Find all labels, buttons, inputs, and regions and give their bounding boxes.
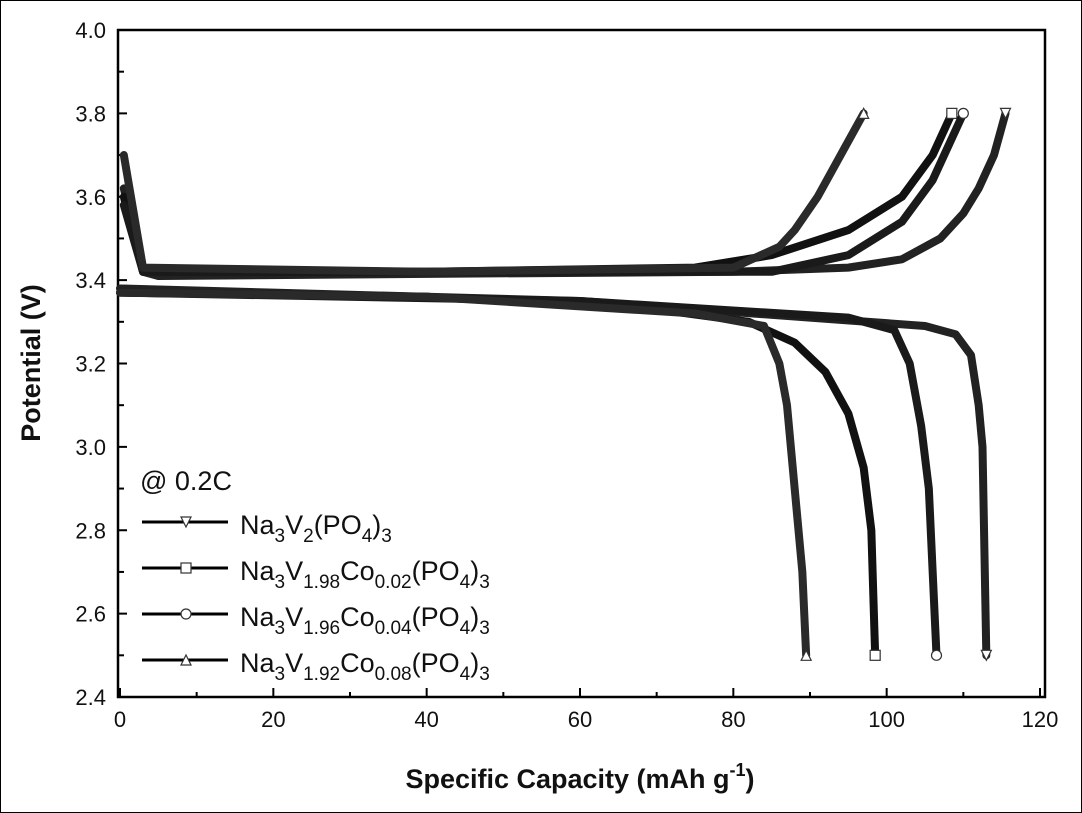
y-tick-label: 3.8 xyxy=(75,101,106,126)
legend-label-part: 3 xyxy=(275,664,286,685)
legend-label-part: Co xyxy=(340,648,375,678)
x-tick-label: 60 xyxy=(568,707,592,732)
legend-label-part: Co xyxy=(340,602,375,632)
y-tick-label: 2.4 xyxy=(75,685,106,710)
curve-end-marker xyxy=(857,107,870,119)
y-axis-label: Potential (V) xyxy=(16,284,46,442)
legend-label-part: ) xyxy=(372,510,381,540)
y-tick-label: 2.8 xyxy=(75,518,106,543)
legend-label: Na3V2(PO4)3 xyxy=(240,510,392,547)
x-tick-label: 40 xyxy=(414,707,438,732)
curve-discharge-3 xyxy=(116,288,811,660)
legend-label-part: ) xyxy=(470,556,479,586)
curve-charge-3 xyxy=(119,109,868,276)
legend-label-part: V xyxy=(285,510,303,540)
x-label-superscript: -1 xyxy=(730,760,746,780)
curve-charge-2 xyxy=(119,109,968,276)
legend-label: Na3V1.98Co0.02(PO4)3 xyxy=(240,556,490,593)
legend-label-part: Co xyxy=(340,556,375,586)
legend-label-part: 4 xyxy=(362,526,373,547)
curve-discharge-2 xyxy=(116,288,941,660)
legend-label-part: 3 xyxy=(275,526,286,547)
legend-label-part: 1.98 xyxy=(303,572,340,593)
legend-label-part: V xyxy=(285,602,303,632)
y-tick-label: 3.0 xyxy=(75,435,106,460)
legend-label-part: 0.02 xyxy=(375,572,412,593)
curve-end-marker xyxy=(957,107,969,119)
legend-marker xyxy=(180,608,192,620)
y-tick-label: 3.6 xyxy=(75,185,106,210)
legend-label-part: 3 xyxy=(479,618,490,639)
curve-discharge-0 xyxy=(116,284,991,660)
legend-label-part: Na xyxy=(240,648,275,678)
legend-label-part: 3 xyxy=(275,618,286,639)
legend-label-part: 3 xyxy=(381,526,392,547)
curve-discharge-1 xyxy=(116,288,880,660)
legend-label-part: 0.04 xyxy=(375,618,412,639)
curve-charge-0 xyxy=(119,109,1010,280)
legend-label-part: Na xyxy=(240,556,275,586)
legend-label-part: 3 xyxy=(479,572,490,593)
legend-label-part: (PO xyxy=(412,602,460,632)
legend-label-part: Na xyxy=(240,602,275,632)
curve-end-marker xyxy=(999,107,1012,120)
x-label-text: Specific Capacity (mAh g xyxy=(405,764,729,794)
legend-label-part: 1.92 xyxy=(303,664,340,685)
x-tick-label: 80 xyxy=(721,707,745,732)
legend-label-part: ) xyxy=(470,648,479,678)
x-tick-label: 20 xyxy=(261,707,285,732)
curve-end-marker xyxy=(946,107,958,119)
legend-label-part: (PO xyxy=(314,510,362,540)
legend-label: Na3V1.92Co0.08(PO4)3 xyxy=(240,648,490,685)
y-tick-label: 2.6 xyxy=(75,602,106,627)
y-tick-label: 3.2 xyxy=(75,352,106,377)
legend-label-part: (PO xyxy=(412,556,460,586)
legend-label-part: V xyxy=(285,556,303,586)
legend-label-part: 3 xyxy=(479,664,490,685)
curve-charge-1 xyxy=(119,109,956,276)
legend-label-part: 2 xyxy=(303,526,314,547)
x-tick-label: 120 xyxy=(1022,707,1059,732)
y-tick-label: 3.4 xyxy=(75,268,106,293)
x-tick-label: 100 xyxy=(868,707,905,732)
legend-label-part: (PO xyxy=(412,648,460,678)
legend-label-part: 3 xyxy=(275,572,286,593)
legend-marker xyxy=(180,653,192,666)
legend-label-part: 0.08 xyxy=(375,664,412,685)
curve-end-marker xyxy=(930,649,943,661)
legend-label-part: 4 xyxy=(460,618,471,639)
legend-marker xyxy=(180,516,192,529)
legend-label-part: 1.96 xyxy=(303,618,340,639)
legend-label-part: 4 xyxy=(460,664,471,685)
x-label-end: ) xyxy=(746,764,755,794)
curve-end-marker xyxy=(800,648,813,661)
y-tick-label: 4.0 xyxy=(75,18,106,43)
legend-label-part: 4 xyxy=(460,572,471,593)
curve-end-marker xyxy=(869,649,881,661)
legend-label-part: ) xyxy=(470,602,479,632)
x-tick-label: 0 xyxy=(114,707,126,732)
curve-end-marker xyxy=(980,649,993,662)
legend-label-part: V xyxy=(285,648,303,678)
legend-label-part: Na xyxy=(240,510,275,540)
legend-label: Na3V1.96Co0.04(PO4)3 xyxy=(240,602,490,639)
x-axis-label: Specific Capacity (mAh g-1) xyxy=(405,760,754,794)
rate-annotation: @ 0.2C xyxy=(140,466,232,496)
legend-marker xyxy=(180,562,192,574)
